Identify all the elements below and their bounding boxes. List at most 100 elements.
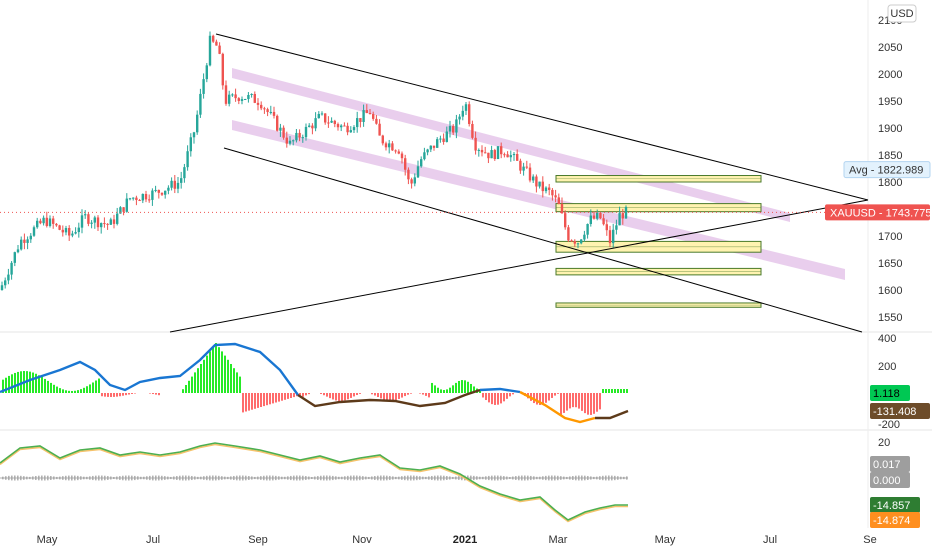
price-badge-label: XAUUSD - 1743.775 [830, 207, 932, 219]
candle-body [599, 212, 602, 219]
panel2-histogram-bar [431, 475, 433, 481]
panel1-histogram-bar [284, 393, 286, 400]
panel1-histogram-bar [71, 390, 73, 393]
candle-body [314, 118, 317, 129]
candle-body [119, 207, 122, 214]
panel2-histogram-bar [500, 475, 502, 481]
panel1-histogram-bar [197, 368, 199, 393]
panel2-histogram-bar [476, 476, 478, 480]
candle-body [61, 229, 64, 233]
candle-body [413, 177, 416, 184]
panel2-histogram-bar [359, 475, 361, 481]
panel2-histogram-bar [224, 476, 226, 480]
panel1-histogram-bar [347, 393, 349, 400]
candle-body [461, 110, 464, 117]
panel1-histogram-bar [557, 393, 559, 394]
panel2-histogram-bar [161, 475, 163, 481]
panel1-badge-1-bg [870, 385, 910, 401]
panel2-histogram-bar [41, 475, 43, 481]
x-axis-label: 2021 [453, 534, 477, 546]
candle-body [372, 114, 375, 119]
panel1-histogram-bar [617, 389, 619, 393]
panel2-badge-1-bg [870, 456, 910, 472]
x-axis-label: Nov [352, 534, 372, 546]
panel2-histogram-bar [167, 476, 169, 480]
panel1-histogram-bar [299, 393, 301, 396]
candle-body [55, 223, 58, 226]
panel1-histogram-bar [611, 389, 613, 393]
candle-body [106, 223, 109, 225]
panel1-histogram-bar [281, 393, 283, 401]
panel1-histogram-bar [458, 380, 460, 393]
panel2-histogram-bar [149, 475, 151, 481]
panel1-histogram-bar [374, 393, 376, 396]
panel1-histogram-bar [221, 351, 223, 393]
panel2-histogram-bar [410, 475, 412, 481]
candle-body [557, 197, 560, 204]
candle-body [538, 181, 541, 187]
x-axis-label: Jul [763, 534, 777, 546]
panel2-histogram-bar [605, 475, 607, 481]
panel2-histogram-bar [74, 475, 76, 481]
candle-body [74, 232, 77, 234]
panel2-histogram-bar [329, 475, 331, 481]
candle-body [221, 53, 224, 86]
panel1-histogram-bar [155, 393, 157, 395]
panel1-histogram-bar [80, 389, 82, 393]
price-tick-label: 1900 [878, 123, 902, 135]
panel2-histogram-bar [338, 476, 340, 480]
avg-badge-bg [843, 161, 931, 179]
panel1-histogram-bar [338, 393, 340, 401]
panel2-histogram-bar [518, 475, 520, 481]
panel1-histogram-bar [563, 393, 565, 413]
candle-body [244, 99, 247, 101]
currency-box[interactable] [887, 4, 917, 23]
panel2-histogram-bar [326, 475, 328, 481]
candle-body [320, 113, 324, 115]
panel2-histogram-bar [293, 475, 295, 481]
candle-body [506, 154, 509, 158]
panel2-histogram-bar [446, 476, 448, 480]
candle-body [471, 123, 474, 138]
panel2-histogram-bar [491, 475, 493, 481]
panel1-histogram-bar [260, 393, 262, 407]
trend-line-lower [223, 147, 863, 333]
panel1-histogram-bar [5, 377, 7, 393]
panel2-histogram-bar [554, 475, 556, 481]
panel1-histogram-bar [323, 393, 325, 396]
candle-body [500, 146, 503, 155]
panel1-histogram-bar [431, 382, 433, 393]
candle-body [448, 126, 452, 132]
panel1-histogram-bar [242, 393, 244, 413]
panel2-histogram-bar [209, 475, 211, 481]
panel2-histogram-bar [539, 476, 541, 480]
currency-label[interactable]: USD [890, 8, 913, 20]
panel1-histogram-bar [269, 393, 271, 405]
panel2-histogram-bar [206, 475, 208, 481]
candle-body [541, 181, 544, 192]
panel1-histogram-bar [32, 372, 34, 393]
candle-body [10, 262, 13, 275]
candle-body [346, 125, 349, 133]
panel1-histogram-bar [464, 380, 466, 393]
candle-body [474, 137, 477, 151]
panel2-histogram-bar [50, 476, 52, 480]
candle-body [324, 113, 327, 123]
panel2-badge-2-text: 0.000 [873, 475, 901, 487]
candle-body [93, 217, 96, 223]
panel1-histogram-bar [623, 389, 625, 393]
channel-bands [232, 68, 845, 280]
panel2-histogram-bar [137, 476, 139, 480]
panel1-histogram-bar [35, 373, 37, 393]
panel1-histogram-bar [377, 393, 379, 398]
candle-body [240, 99, 244, 101]
panel2-histogram-bar [584, 475, 586, 481]
candle-body [548, 187, 551, 190]
avg-badge-label: Avg - 1822.989 [849, 165, 923, 177]
candle-body [215, 41, 218, 46]
panel1-line-blue-2 [479, 387, 521, 394]
panel1-histogram-bar [497, 393, 499, 405]
candle-body [458, 116, 461, 120]
panel1-histogram-bar [539, 393, 541, 405]
panel2-histogram-bar [569, 476, 571, 480]
